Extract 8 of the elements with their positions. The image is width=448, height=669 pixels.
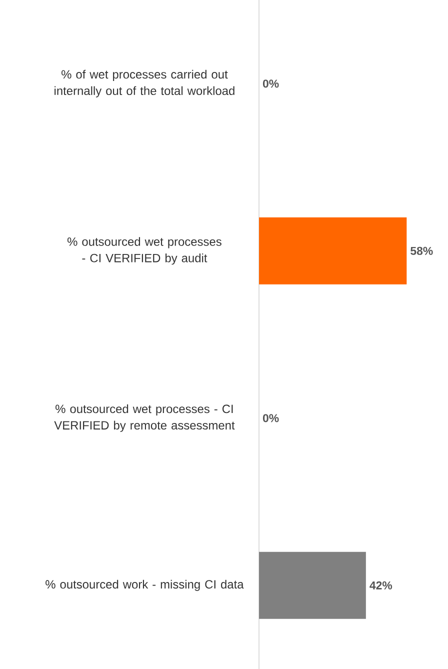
y-tick-label: % outsourced wet processes - CI VERIFIED by remote assessment xyxy=(54,404,235,432)
y-tick-label: % of wet processes carried out internally out of the total workload xyxy=(54,70,234,98)
data-label: 58% xyxy=(410,246,433,255)
y-tick-label: % outsourced wet processes - CI VERIFIED by audit xyxy=(67,237,222,265)
y-tick-label: % outsourced work - missing CI data xyxy=(46,580,244,591)
data-label: 0% xyxy=(262,80,279,88)
data-label: 0% xyxy=(262,414,279,422)
data-label: 42% xyxy=(370,581,392,590)
